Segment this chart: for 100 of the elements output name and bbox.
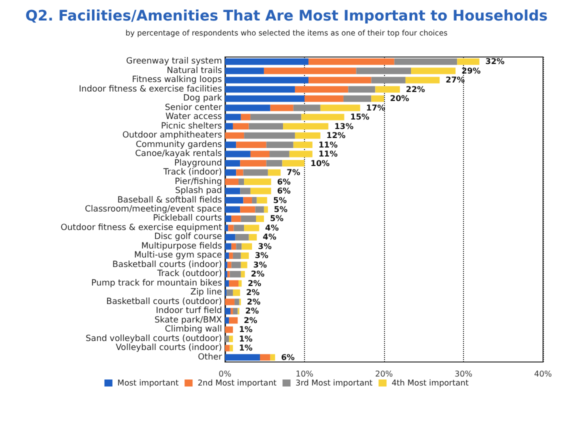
x-tick-label: 0%: [218, 370, 232, 378]
total-label: 17%: [366, 103, 386, 112]
bar: [236, 243, 242, 250]
x-tick-label: 10%: [296, 370, 314, 378]
y-tick-label: Climbing wall: [164, 324, 222, 335]
total-label: 5%: [270, 214, 284, 224]
y-tick-label: Outdoor amphitheaters: [122, 130, 223, 141]
bar: [228, 317, 238, 324]
bar: [225, 114, 241, 120]
bar: [244, 178, 272, 186]
bar: [243, 197, 252, 204]
y-tick-label: Multipurpose fields: [141, 241, 223, 252]
legend-label: 3rd Most important: [296, 378, 373, 388]
legend-label: 4th Most important: [392, 378, 469, 388]
bar: [225, 336, 229, 342]
y-tick-label: Greenway trail system: [126, 56, 222, 67]
bar: [225, 354, 260, 361]
y-tick-label: Natural trails: [166, 66, 223, 76]
total-label: 5%: [273, 196, 287, 205]
total-label: 4%: [262, 232, 276, 242]
bar: [236, 169, 244, 176]
bar: [225, 243, 232, 250]
y-tick-label: Splash pad: [175, 186, 222, 196]
total-label: 2%: [245, 306, 259, 316]
bar: [225, 68, 264, 74]
bar: [225, 317, 229, 324]
bar: [225, 216, 232, 222]
bar: [231, 216, 241, 222]
bar: [225, 150, 250, 158]
bar: [250, 114, 302, 120]
bar: [238, 178, 244, 186]
bar: [234, 298, 240, 306]
total-label: 6%: [277, 177, 291, 186]
y-tick-label: Indoor turf field: [156, 306, 222, 316]
y-tick-label: Indoor fitness & exercise facilities: [78, 84, 223, 94]
bar: [225, 169, 236, 176]
bar: [225, 206, 240, 213]
total-label: 15%: [350, 112, 370, 122]
y-tick-label: Baseball & softball fields: [117, 195, 223, 206]
y-tick-label: Disc golf course: [154, 232, 222, 242]
bar: [308, 58, 394, 65]
bar: [405, 76, 440, 84]
bar: [225, 344, 230, 352]
total-label: 11%: [318, 150, 338, 159]
bar: [304, 95, 344, 102]
bar: [264, 206, 268, 213]
total-label: 20%: [390, 94, 410, 104]
bar: [260, 354, 270, 361]
x-tick-label: 20%: [375, 370, 394, 378]
bar: [264, 68, 356, 74]
total-label: 2%: [244, 316, 258, 325]
bar: [248, 234, 257, 240]
bar: [270, 354, 276, 361]
total-label: 3%: [254, 251, 268, 260]
legend-label: 2nd Most important: [198, 378, 277, 388]
bar: [228, 280, 239, 287]
bar: [256, 216, 264, 222]
bar: [240, 262, 248, 268]
bar: [225, 160, 240, 167]
bar: [225, 234, 236, 240]
bar: [320, 104, 360, 112]
bar: [225, 123, 233, 130]
bar: [225, 280, 229, 287]
bar: [256, 197, 268, 204]
y-tick-label: Picnic shelters: [161, 121, 223, 132]
bar: [371, 76, 406, 84]
bar: [457, 58, 480, 65]
total-label: 2%: [246, 288, 260, 298]
y-tick-label: Multi-use gym space: [134, 250, 222, 261]
total-label: 2%: [250, 270, 264, 279]
total-label: 29%: [462, 66, 481, 76]
total-label: 7%: [286, 168, 300, 178]
bar: [248, 123, 284, 130]
bar: [243, 169, 268, 176]
total-label: 3%: [258, 242, 272, 251]
bar: [348, 86, 376, 93]
x-tick-label: 40%: [534, 370, 552, 378]
bar: [231, 243, 236, 250]
y-tick-label: Fitness walking loops: [132, 75, 223, 86]
bar: [356, 68, 412, 74]
bar: [225, 298, 235, 306]
total-label: 1%: [238, 334, 253, 344]
bar: [225, 178, 239, 186]
y-tick-label: Track (outdoor): [156, 269, 222, 280]
bar: [225, 104, 270, 112]
bar: [225, 308, 231, 314]
bar: [240, 160, 266, 167]
bar: [240, 216, 256, 222]
bar: [394, 58, 458, 65]
total-label: 6%: [277, 186, 291, 196]
bar: [225, 58, 308, 65]
total-label: 4%: [265, 223, 279, 232]
bar: [232, 123, 249, 130]
bar: [227, 262, 232, 268]
bar: [232, 289, 240, 296]
bar: [228, 252, 233, 259]
bar: [225, 188, 240, 194]
bar: [270, 104, 294, 112]
total-label: 11%: [318, 140, 338, 150]
y-tick-label: Skate park/BMX: [154, 315, 222, 326]
